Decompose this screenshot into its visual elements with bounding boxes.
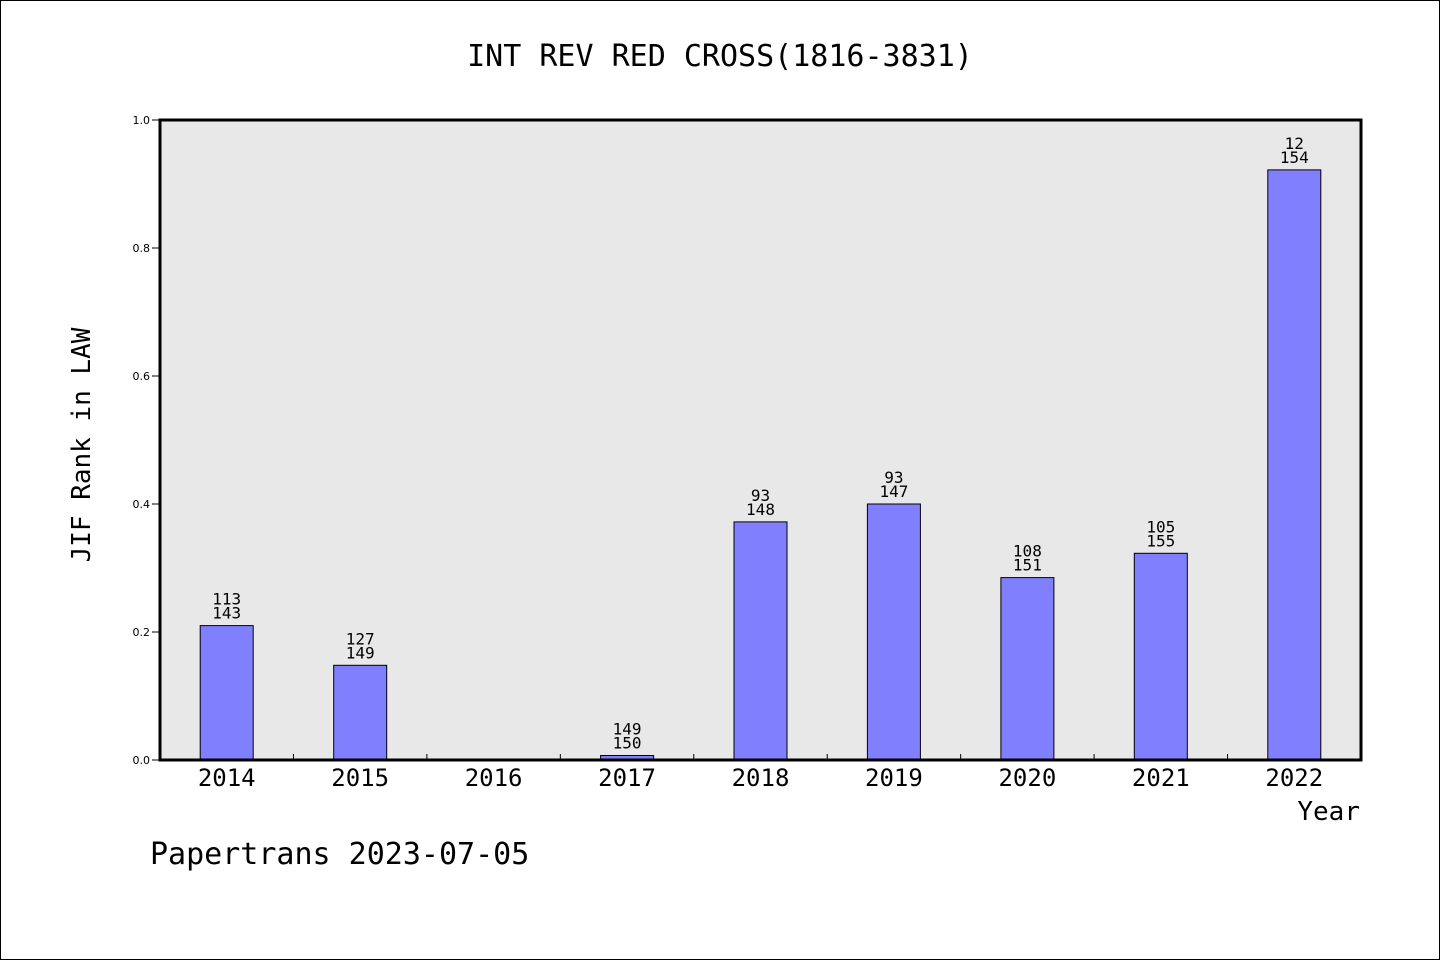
y-tick-label-0.0: 0.0 xyxy=(133,754,151,767)
x-tick-label-2018: 2018 xyxy=(732,764,790,792)
bar-label-bottom-2021: 155 xyxy=(1146,531,1175,550)
bar-label-top-2014: 113 xyxy=(212,590,241,609)
bar-2018 xyxy=(733,521,788,761)
bar-label-bottom-2019: 147 xyxy=(879,482,908,501)
x-tick-label-2016: 2016 xyxy=(465,764,523,792)
bar-label-top-2022: 12 xyxy=(1285,134,1304,153)
bar-label-bottom-2017: 150 xyxy=(613,734,642,753)
chart-title: INT REV RED CROSS(1816-3831) xyxy=(467,39,973,74)
bar-label-bottom-2014: 143 xyxy=(212,604,241,623)
bar-label-top-2021: 105 xyxy=(1146,517,1175,536)
bar-2020 xyxy=(1000,577,1055,761)
plot-border xyxy=(158,118,1363,762)
x-axis-label: Year xyxy=(1297,797,1360,827)
x-tick-label-2022: 2022 xyxy=(1265,764,1323,792)
bar-label-bottom-2020: 151 xyxy=(1013,556,1042,575)
bar-label-top-2017: 149 xyxy=(613,720,642,739)
bar-label-top-2018: 93 xyxy=(751,486,770,505)
y-tick-label-0.2: 0.2 xyxy=(133,626,151,639)
y-tick-label-1.0: 1.0 xyxy=(133,114,151,127)
bar-2022 xyxy=(1267,169,1322,761)
bar-label-bottom-2015: 149 xyxy=(346,643,375,662)
bar-2014 xyxy=(199,625,254,761)
x-tick-label-2021: 2021 xyxy=(1132,764,1190,792)
x-tick-label-2019: 2019 xyxy=(865,764,923,792)
y-tick-label-0.4: 0.4 xyxy=(133,498,151,511)
x-tick-label-2015: 2015 xyxy=(331,764,389,792)
x-tick-label-2017: 2017 xyxy=(598,764,656,792)
bar-2019 xyxy=(866,503,921,761)
y-tick-label-0.6: 0.6 xyxy=(133,370,151,383)
bar-label-bottom-2018: 148 xyxy=(746,500,775,519)
y-tick-label-0.8: 0.8 xyxy=(133,242,151,255)
bar-2015 xyxy=(333,664,388,761)
bar-label-top-2020: 108 xyxy=(1013,542,1042,561)
bar-label-bottom-2022: 154 xyxy=(1280,148,1309,167)
x-tick-label-2020: 2020 xyxy=(998,764,1056,792)
x-tick-label-2014: 2014 xyxy=(198,764,256,792)
bar-label-top-2015: 127 xyxy=(346,629,375,648)
footer-text: Papertrans 2023-07-05 xyxy=(150,837,529,872)
bar-2021 xyxy=(1133,552,1188,761)
y-axis-label: JIF Rank in LAW xyxy=(67,327,97,562)
bar-label-top-2019: 93 xyxy=(884,468,903,487)
